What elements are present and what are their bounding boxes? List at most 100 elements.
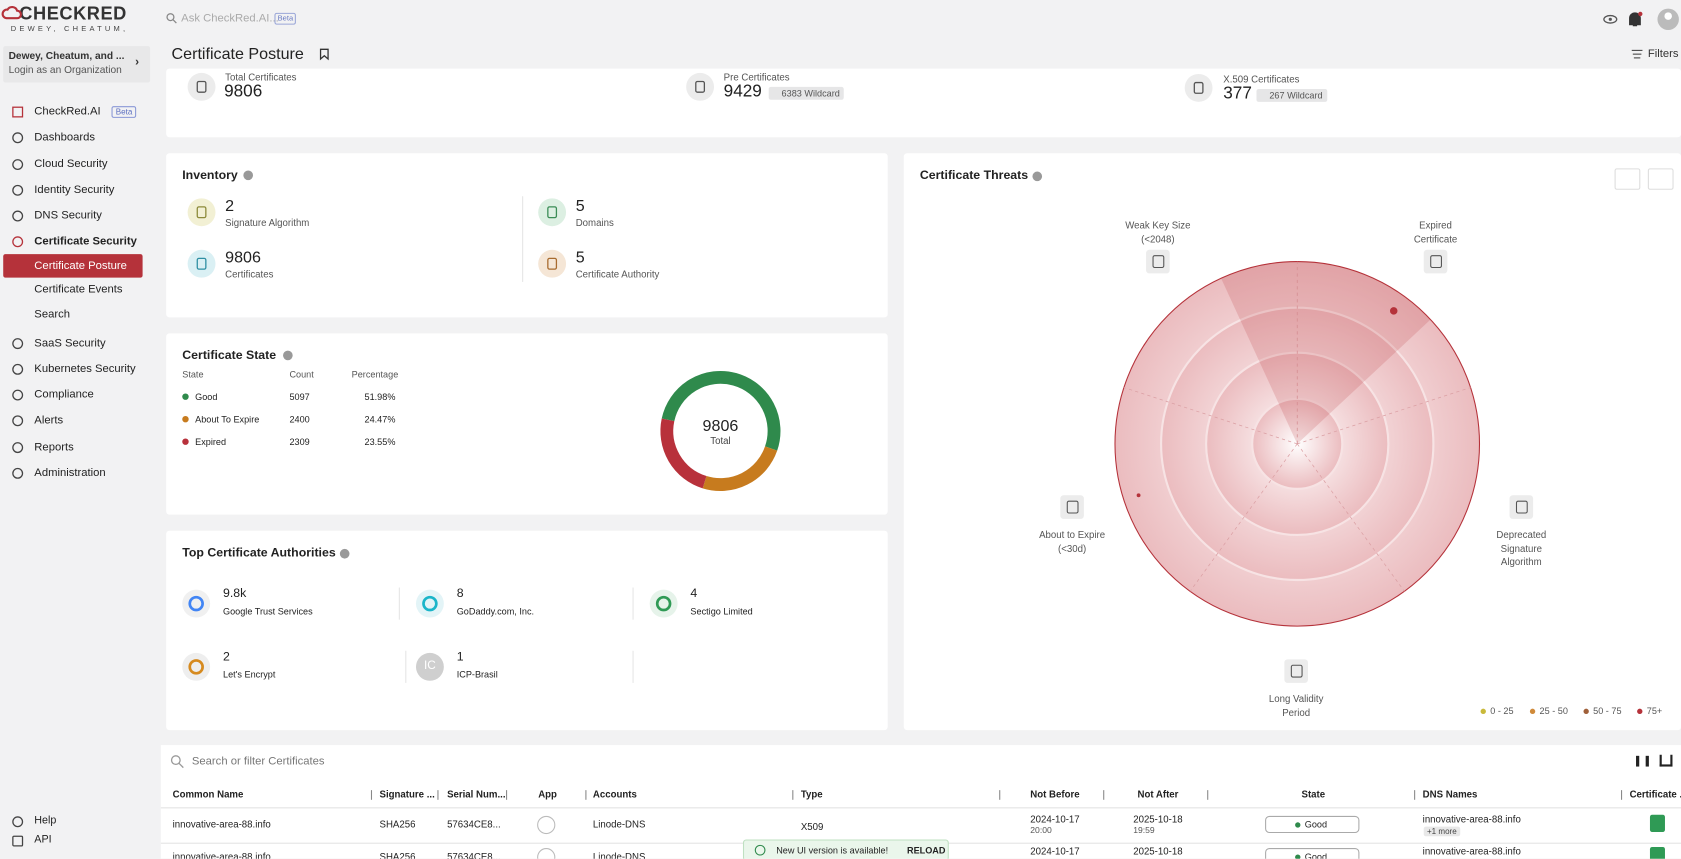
nav-item[interactable]: Kubernetes Security <box>34 362 136 376</box>
cell-not-after: 2025-10-18 <box>1133 845 1183 857</box>
legend-label: 75+ <box>1646 705 1663 717</box>
column-header: Type <box>800 789 823 800</box>
logo-tagline: DEWEY, CHEATUM, <box>10 25 129 34</box>
nav-item[interactable]: Compliance <box>34 388 94 401</box>
legend-dot <box>1480 708 1486 715</box>
state-dot <box>182 415 189 423</box>
glyph <box>1515 500 1528 514</box>
cell-signature: SHA256 <box>379 851 416 859</box>
nav-item[interactable]: Certificate Posture <box>34 259 127 273</box>
state-name: Expired <box>195 436 227 448</box>
nav-icon-glyph <box>12 363 24 375</box>
authority-name: ICP-Brasil <box>456 668 498 680</box>
authority-logo <box>649 589 678 618</box>
inventory-icon <box>187 249 216 278</box>
grid-view-button[interactable] <box>1614 168 1641 190</box>
state-pill: Good <box>1265 815 1360 834</box>
state-column-header: Percentage <box>351 368 399 380</box>
inventory-label: Certificates <box>225 269 274 280</box>
nav-item[interactable]: Reports <box>34 440 74 454</box>
authority-count: 8 <box>456 587 464 601</box>
state-column-header: State <box>182 368 204 380</box>
icon-bg <box>187 198 216 227</box>
donut-chart <box>660 370 781 491</box>
nav-icon <box>12 159 24 171</box>
column-separator <box>1103 790 1105 800</box>
nav-item[interactable]: Identity Security <box>34 183 115 197</box>
nav-icon <box>12 363 24 375</box>
nav-icon-glyph <box>12 816 24 828</box>
logo-glyph <box>188 595 204 612</box>
radar-spoke <box>1296 443 1405 592</box>
expand-button[interactable] <box>1647 168 1674 190</box>
inventory-value: 5 <box>575 197 585 216</box>
cell-common-name[interactable]: innovative-area-88.info <box>172 819 271 830</box>
bell-dot <box>1638 11 1643 17</box>
table-search[interactable]: Search or filter Certificates <box>191 754 325 768</box>
threat-glyph <box>1152 255 1165 269</box>
logo-bg <box>415 652 444 681</box>
nav-footer-item[interactable]: Help <box>34 814 57 827</box>
state-count: 2400 <box>289 413 310 425</box>
nav-icon-glyph <box>12 106 24 118</box>
column-header: DNS Names <box>1422 789 1478 800</box>
cert-icon-bg <box>1649 814 1665 832</box>
threat-icon <box>1423 249 1448 274</box>
inventory-icon <box>538 249 567 278</box>
cell-serial: 57634CE8... <box>447 851 501 859</box>
cell-dns: innovative-area-88.info <box>1422 813 1521 825</box>
nav-icon <box>12 184 24 196</box>
nav-item[interactable]: Search <box>34 307 70 321</box>
nav-item[interactable]: Dashboards <box>34 130 96 144</box>
nav-item[interactable]: DNS Security <box>34 209 102 222</box>
card-title: Certificate State <box>182 349 277 363</box>
state-percentage: 51.98% <box>364 391 396 403</box>
org-switcher[interactable]: Dewey, Cheatum, and ... Login as an Organ… <box>3 46 151 83</box>
info-icon <box>339 548 350 559</box>
state-dot <box>182 393 189 400</box>
cell-app-icon <box>537 848 556 859</box>
nav-icon-glyph <box>12 159 24 171</box>
summary-value: 377 <box>1223 84 1252 103</box>
bookmark <box>319 48 329 61</box>
nav-item[interactable]: Certificate Security <box>34 234 137 248</box>
nav-icon-glyph <box>12 338 24 350</box>
authority-logo <box>182 652 211 681</box>
summary-card <box>166 68 1681 138</box>
logo-glyph <box>655 595 672 612</box>
cell-not-after: 19:59 <box>1133 825 1155 836</box>
radar-wedge <box>1221 261 1431 444</box>
glyph <box>1430 255 1442 269</box>
filters-button[interactable]: Filters <box>1647 47 1679 61</box>
threat-icon <box>1509 495 1534 519</box>
nav-icon <box>12 442 24 454</box>
org-action: Login as an Organization <box>8 64 122 77</box>
authority-count: 2 <box>222 650 230 664</box>
legend-label: 0 - 25 <box>1490 705 1514 717</box>
icon-bg <box>686 72 715 101</box>
columns-button[interactable] <box>1636 755 1649 767</box>
nav-item[interactable]: SaaS Security <box>34 336 106 350</box>
authority-icon-text: IC <box>424 659 436 673</box>
inventory-icon <box>538 198 567 227</box>
dns-more[interactable]: +1 more <box>1423 826 1460 837</box>
inventory-card <box>166 153 888 318</box>
search-placeholder[interactable]: Ask CheckRed.AI... <box>181 11 279 25</box>
nav-item[interactable]: Administration <box>34 466 106 480</box>
cell-common-name[interactable]: innovative-area-88.info <box>172 851 271 859</box>
summary-icon <box>686 72 715 101</box>
export-button[interactable] <box>1659 754 1673 767</box>
nav-footer-item[interactable]: API <box>34 834 52 846</box>
nav-item[interactable]: CheckRed.AI <box>34 105 101 118</box>
logo-bg <box>415 589 444 618</box>
card-title: Inventory <box>182 169 238 183</box>
nav-item[interactable]: Cloud Security <box>34 157 108 171</box>
nav-item[interactable]: Certificate Events <box>34 283 123 296</box>
column-header: Certificate ... <box>1629 789 1681 800</box>
nav-item[interactable]: Alerts <box>34 413 64 427</box>
toast-reload[interactable]: RELOAD <box>906 844 946 856</box>
nav-icon-glyph <box>12 236 24 248</box>
nav-icon-glyph <box>12 210 24 222</box>
